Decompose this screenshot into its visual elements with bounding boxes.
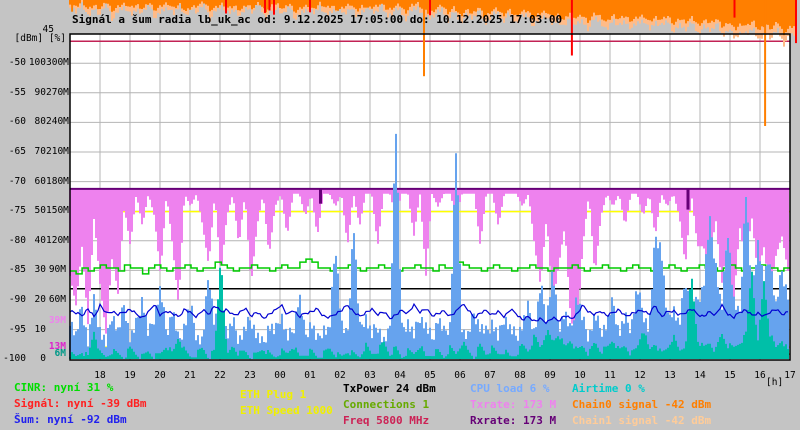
y-tick-label: -80 (8, 234, 26, 246)
x-tick-label: 23 (244, 370, 256, 381)
y-tick-label: -85 (8, 264, 26, 276)
legend-item: ETH Plug 1 (240, 388, 307, 401)
y-tick-label: 60 (34, 175, 46, 187)
chart-title: Signál a šum radia lb_uk_ac od: 9.12.202… (72, 13, 563, 26)
legend-item: Airtime 0 % (572, 382, 645, 395)
y-axis-row: -75 50 150M (0, 205, 69, 217)
y-tick-label: -75 (8, 205, 26, 217)
y-tick-label: -95 (8, 323, 26, 335)
y-tick-label: -50 (8, 57, 26, 69)
y-axis-row: -100 0 (0, 353, 66, 365)
legend-item: TxPower 24 dBm (343, 382, 436, 395)
legend-item: Connections 1 (343, 398, 430, 411)
y-tick-label: -60 (8, 116, 26, 128)
y-tick-label: 10 (34, 323, 46, 335)
y-axis-overlay-label: 39M (48, 315, 66, 327)
y-tick-label: -55 (8, 86, 26, 98)
y-axis-row: -60 80 240M (0, 116, 69, 128)
legend-item: Signál: nyní -39 dBm (14, 397, 147, 410)
x-tick-label: 15 (724, 370, 736, 381)
x-tick-label: 12 (634, 370, 646, 381)
x-tick-label: 01 (304, 370, 316, 381)
x-tick-label: 20 (154, 370, 166, 381)
x-tick-label: 21 (184, 370, 196, 381)
y-tick-label: 70 (34, 146, 46, 157)
y-tick-label: 90M (48, 264, 66, 276)
x-tick-label: 08 (514, 370, 526, 381)
x-tick-label: 10 (574, 370, 586, 381)
x-tick-label: 07 (484, 370, 496, 381)
x-tick-label: 18 (94, 370, 106, 381)
y-tick-label: 270M (46, 86, 69, 98)
x-tick-label: 14 (694, 370, 706, 381)
legend-item: Šum: nyní -92 dBm (14, 413, 127, 426)
x-tick-label: 00 (274, 370, 286, 381)
y-tick-label: 180M (46, 175, 69, 187)
y-axis-row: -65 70 210M (0, 146, 69, 158)
y-axis-row: -90 20 60M (0, 294, 66, 306)
y-tick-label: 60M (48, 294, 66, 305)
legend-item: Freq 5800 MHz (343, 414, 430, 427)
y-tick-label: 80 (34, 116, 46, 128)
x-tick-label: 05 (424, 370, 436, 381)
legend-item: CPU load 6 % (470, 382, 550, 395)
y-tick-label: 240M (46, 116, 69, 128)
y-tick-label: 120M (46, 234, 69, 246)
y-axis-units: [dBm] [%] (14, 33, 66, 44)
legend-item: Txrate: 173 M (470, 398, 557, 411)
y-axis-overlay-label: 13M (48, 341, 66, 353)
y-axis-row: -85 30 90M (0, 264, 66, 276)
y-axis-row: -95 10 (0, 324, 66, 336)
x-tick-label: 03 (364, 370, 376, 381)
legend-item: Chain1 signal -42 dBm (572, 414, 712, 427)
y-tick-label: 210M (46, 146, 69, 157)
y-tick-label: -70 (8, 175, 26, 187)
x-axis-unit: [h] (766, 377, 784, 388)
y-tick-label: 30 (34, 264, 46, 276)
y-tick-label: -100 (3, 353, 26, 365)
x-tick-label: 19 (124, 370, 136, 381)
legend-item: Rxrate: 173 M (470, 414, 557, 427)
x-tick-label: 13 (664, 370, 676, 381)
x-tick-label: 22 (214, 370, 226, 381)
y-tick-label: 150M (46, 205, 69, 217)
y-axis-overlay-label: 6M (54, 348, 66, 360)
y-axis-row: -55 90 270M (0, 86, 69, 99)
x-tick-label: 06 (454, 370, 466, 381)
y-tick-label: 300M (46, 57, 69, 69)
y-tick-label: 20 (34, 294, 46, 305)
y-tick-label: 50 (34, 205, 46, 217)
y-axis-row: -50 100 300M (0, 57, 69, 69)
x-tick-label: 16 (754, 370, 766, 381)
y-tick-label: 90 (34, 86, 46, 98)
y-axis-row: -80 40 120M (0, 234, 69, 247)
legend-item: Chain0 signal -42 dBm (572, 398, 712, 411)
y-tick-label: -90 (8, 294, 26, 305)
y-tick-label: 100 (28, 57, 46, 69)
y-axis-row: -70 60 180M (0, 175, 69, 188)
x-tick-label: 17 (784, 370, 796, 381)
x-tick-label: 11 (604, 370, 616, 381)
y-axis-top-tick: 45 (42, 24, 54, 35)
y-tick-label: 40 (34, 234, 46, 246)
x-tick-label: 09 (544, 370, 556, 381)
x-tick-label: 02 (334, 370, 346, 381)
y-tick-label: 0 (40, 353, 46, 365)
legend-item: CINR: nyní 31 % (14, 381, 114, 394)
x-tick-label: 04 (394, 370, 406, 381)
legend-item: ETH Speed 1000 (240, 404, 333, 417)
y-tick-label: -65 (8, 146, 26, 157)
